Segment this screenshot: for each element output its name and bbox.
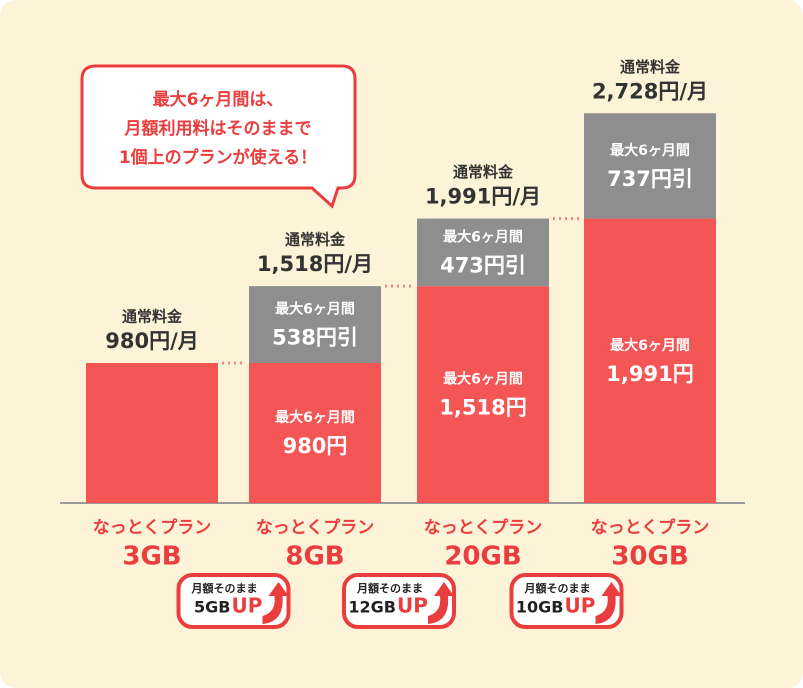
- badge-amount: 12GB: [348, 598, 396, 617]
- callout-bubble: [80, 64, 357, 209]
- bar-segment: [249, 286, 381, 363]
- callout: [80, 64, 357, 209]
- total-name: 通常料金: [453, 163, 514, 181]
- badge-up: UP: [565, 594, 596, 618]
- badge-arrow: [428, 582, 454, 624]
- segment-value: 538円引: [272, 326, 358, 350]
- x-tick-label: 30GB: [611, 542, 688, 572]
- segment-value: 1,518円: [439, 396, 526, 420]
- badge-label: 月額そのまま: [356, 581, 423, 595]
- segment-name: 最大6ヶ月間: [275, 409, 355, 426]
- segment-name: 最大6ヶ月間: [443, 371, 523, 388]
- total-value: 2,728円/月: [592, 79, 708, 103]
- segment-name: 最大6ヶ月間: [610, 142, 690, 159]
- plan-name: なっとくプラン: [591, 517, 710, 538]
- total-name: 通常料金: [620, 58, 681, 76]
- segment-value: 473円引: [440, 253, 526, 277]
- badge-amount: 5GB: [194, 598, 230, 617]
- total-value: 1,991円/月: [425, 185, 541, 209]
- callout-text: 最大6ヶ月間は、: [153, 89, 284, 110]
- bar-segment: [417, 218, 549, 287]
- segment-value: 980円: [283, 434, 348, 458]
- total-value: 1,518円/月: [257, 252, 373, 276]
- total-name: 通常料金: [122, 308, 183, 326]
- bar-segment: [417, 286, 549, 503]
- badge-arrow: [262, 582, 289, 624]
- bar-segment: [584, 113, 716, 219]
- badge-label: 月額そのまま: [524, 581, 591, 595]
- segment-value: 737円引: [607, 167, 693, 191]
- segment-name: 最大6ヶ月間: [443, 228, 523, 245]
- x-tick-label: 20GB: [444, 542, 521, 572]
- segment-value: 1,991円: [606, 362, 693, 386]
- bar-segment: [86, 363, 218, 503]
- bar-segment: [249, 363, 381, 503]
- plan-name: なっとくプラン: [93, 517, 212, 538]
- badge: [342, 573, 456, 629]
- badge-amount: 10GB: [516, 598, 564, 617]
- badge-arrow: [595, 582, 622, 624]
- segment-name: 最大6ヶ月間: [610, 337, 690, 354]
- segment-name: 最大6ヶ月間: [275, 301, 355, 318]
- plan-name: なっとくプラン: [256, 517, 375, 538]
- badge: [176, 573, 291, 629]
- x-tick-label: 3GB: [122, 542, 181, 572]
- total-name: 通常料金: [285, 231, 346, 249]
- badge-up: UP: [397, 594, 428, 618]
- badge: [509, 573, 624, 629]
- callout-text: 月額利用料はそのままで: [124, 118, 312, 139]
- bar-segment: [584, 218, 716, 504]
- badge-up: UP: [232, 594, 263, 618]
- x-tick-label: 8GB: [285, 542, 344, 572]
- total-value: 980円/月: [105, 329, 199, 353]
- plan-name: なっとくプラン: [424, 517, 543, 538]
- callout-text: 1個上のプランが使える！: [119, 147, 317, 168]
- badge-label: 月額そのまま: [191, 581, 258, 595]
